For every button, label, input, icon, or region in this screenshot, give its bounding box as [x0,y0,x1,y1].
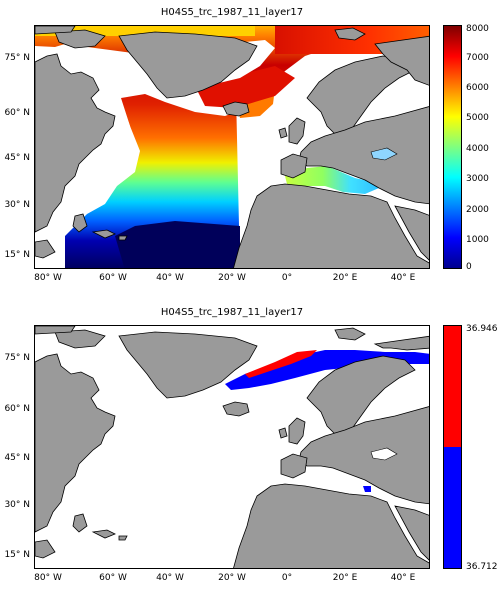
bottom-colorbar [443,325,462,569]
lon-label-0: 0° [281,573,293,583]
colorbar-tick-3000: 3000 [466,174,489,184]
bottom-map-svg [35,326,429,568]
lon-label-20w: 20° W [218,573,246,583]
inland-seas [370,147,398,161]
british-isles-land [288,117,306,145]
iceland-land [222,101,250,117]
lon-label-40e: 40° E [390,273,416,283]
lon-label-0: 0° [281,273,293,283]
lat-label-15n: 15° N [4,250,30,260]
colorbar-tick-7000: 7000 [466,53,489,63]
scandinavia-land [306,55,416,137]
bottom-map-area [34,325,430,569]
lat-label-15n: 15° N [4,550,30,560]
colorbar-tick-4000: 4000 [466,144,489,154]
africa-land [233,183,429,268]
landmass-layer-bottom [35,326,429,568]
lon-label-40w: 40° W [156,573,184,583]
red-patch-north [245,350,317,378]
lat-label-75n: 75° N [4,353,30,363]
lon-label-80w: 80° W [34,573,62,583]
lat-label-45n: 45° N [4,153,30,163]
colorbar-tick-1000: 1000 [466,235,489,245]
north-america-land [35,53,116,233]
top-colorbar [443,25,462,269]
top-map-title: H04S5_trc_1987_11_layer17 [160,7,304,18]
top-map-area [34,25,430,269]
lat-label-45n: 45° N [4,453,30,463]
greenland-land [118,31,258,99]
colorbar-tick-min: 36.712 [466,562,498,572]
colorbar-tick-2000: 2000 [466,205,489,215]
lon-label-40w: 40° W [156,273,184,283]
lon-label-80w: 80° W [34,273,62,283]
lat-label-75n: 75° N [4,53,30,63]
europe-land [298,106,429,205]
lon-label-20w: 20° W [218,273,246,283]
top-map-panel: H04S5_trc_1987_11_layer17 [4,7,489,283]
lat-label-30n: 30° N [4,200,30,210]
lat-label-60n: 60° N [4,404,30,414]
landmass-layer [35,26,429,268]
colorbar-tick-6000: 6000 [466,83,489,93]
colorbar-tick-8000: 8000 [466,24,489,34]
lat-label-30n: 30° N [4,500,30,510]
bottom-map-title: H04S5_trc_1987_11_layer17 [160,307,304,318]
lon-label-60w: 60° W [99,273,127,283]
top-map-svg [35,26,429,268]
lon-label-20e: 20° E [332,573,358,583]
colorbar-tick-max: 36.946 [466,324,498,334]
lon-label-40e: 40° E [390,573,416,583]
lon-label-60w: 60° W [99,573,127,583]
bottom-map-panel: H04S5_trc_1987_11_layer17 [0,300,500,600]
colorbar-tick-5000: 5000 [466,113,489,123]
colorbar-tick-0: 0 [466,262,472,272]
lon-label-20e: 20° E [332,273,358,283]
lat-label-60n: 60° N [4,108,30,118]
inland-seas-bottom [370,447,398,461]
